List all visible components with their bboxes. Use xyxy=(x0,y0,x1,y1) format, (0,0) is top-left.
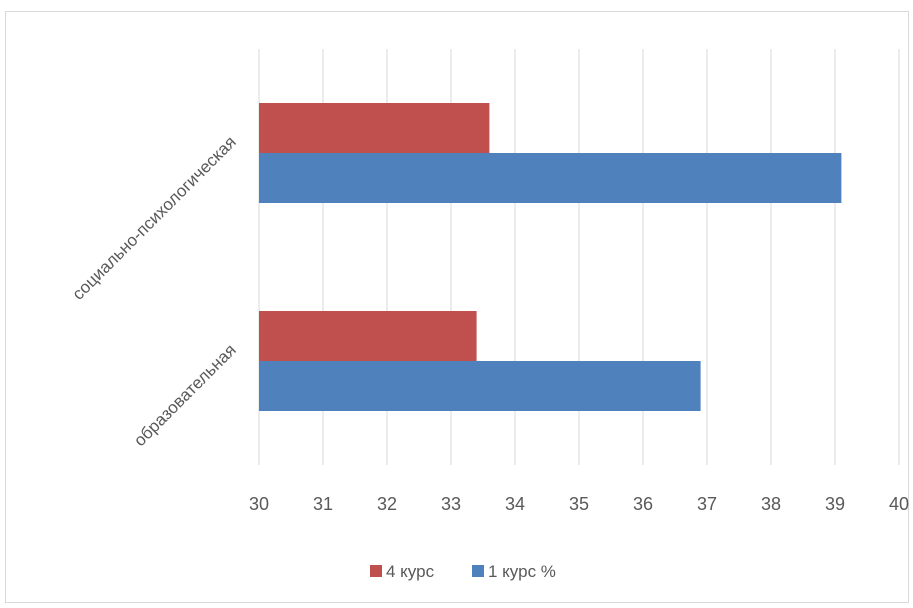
legend-swatch xyxy=(472,565,484,577)
category-label: образовательная xyxy=(130,340,240,450)
x-tick-label: 39 xyxy=(825,494,845,514)
x-tick-label: 37 xyxy=(697,494,717,514)
x-tick-label: 36 xyxy=(633,494,653,514)
x-tick-label: 35 xyxy=(569,494,589,514)
category-labels: образовательная социально-психологическая xyxy=(69,132,240,450)
legend: 4 курс 1 курс % xyxy=(370,562,556,581)
x-tick-label: 30 xyxy=(249,494,269,514)
bar-course-4-1 xyxy=(259,103,490,153)
legend-label: 4 курс xyxy=(386,562,435,581)
x-tick-label: 33 xyxy=(441,494,461,514)
x-tick-label: 40 xyxy=(889,494,909,514)
bar-course-4-0 xyxy=(259,311,477,361)
x-tick-label: 32 xyxy=(377,494,397,514)
bars xyxy=(259,103,842,411)
legend-label: 1 курс % xyxy=(488,562,556,581)
x-tick-label: 31 xyxy=(313,494,333,514)
x-tick-label: 34 xyxy=(505,494,525,514)
x-axis-tick-labels: 30 31 32 33 34 35 36 37 38 39 40 xyxy=(249,494,909,514)
category-label: социально-психологическая xyxy=(69,132,240,303)
bar-course-1-0 xyxy=(259,361,701,411)
x-tick-label: 38 xyxy=(761,494,781,514)
legend-swatch xyxy=(370,565,382,577)
bar-course-1-1 xyxy=(259,153,842,203)
